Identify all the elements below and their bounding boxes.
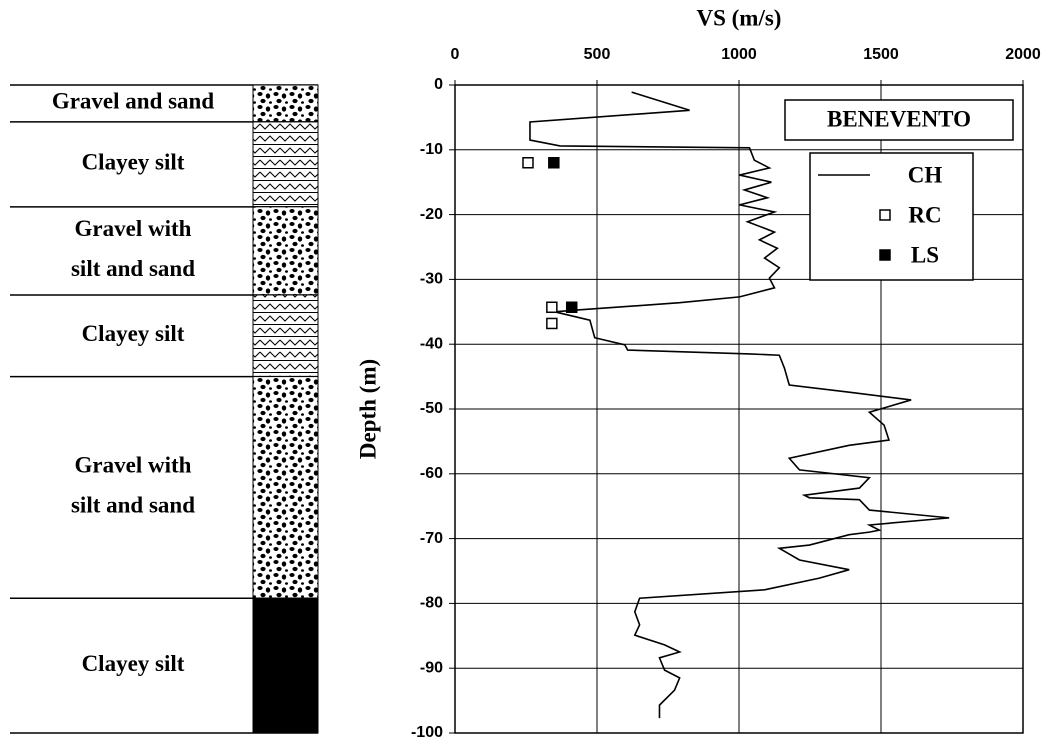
y-axis-label: Depth (m) <box>355 359 380 459</box>
soil-layer <box>253 207 318 295</box>
marker <box>547 318 557 328</box>
y-tick-label: -100 <box>411 724 443 741</box>
y-tick-label: -20 <box>420 206 443 223</box>
y-tick-label: -50 <box>420 400 443 417</box>
legend-label: LS <box>911 242 939 267</box>
soil-layer <box>253 122 318 207</box>
figure: Gravel and sand Clayey silt Gravel with sil… <box>0 0 1055 743</box>
layer-label: silt and sand <box>71 493 195 518</box>
y-tick-label: -40 <box>420 335 443 352</box>
y-tick-label: -70 <box>420 530 443 547</box>
y-tick-label: -30 <box>420 271 443 288</box>
legend-marker <box>880 250 890 260</box>
y-tick-label: -80 <box>420 595 443 612</box>
legend-label: RC <box>908 202 941 227</box>
layer-label: Clayey silt <box>82 321 185 346</box>
y-tick-label: -90 <box>420 659 443 676</box>
x-tick-label: 1000 <box>721 46 757 63</box>
legend-marker <box>880 210 890 220</box>
layer-label: silt and sand <box>71 256 195 281</box>
x-tick-label: 0 <box>451 46 460 63</box>
x-tick-label: 2000 <box>1005 46 1041 63</box>
x-axis-label: VS (m/s) <box>697 5 782 30</box>
y-tick-label: -60 <box>420 465 443 482</box>
annotation: BENEVENTO <box>827 106 971 131</box>
soil-layer <box>253 598 318 733</box>
layer-label: Gravel with <box>75 216 192 241</box>
marker <box>549 158 559 168</box>
marker <box>523 158 533 168</box>
marker <box>567 302 577 312</box>
legend-box <box>810 153 973 280</box>
marker <box>547 302 557 312</box>
soil-layer <box>253 85 318 122</box>
layer-label: Gravel with <box>75 453 192 478</box>
layer-label: Clayey silt <box>82 651 185 676</box>
x-tick-label: 1500 <box>863 46 899 63</box>
layer-label: Gravel and sand <box>52 89 215 114</box>
layer-label: Clayey silt <box>82 150 185 175</box>
legend-label: CH <box>908 162 943 187</box>
y-tick-label: 0 <box>434 76 443 93</box>
soil-layer <box>253 377 318 599</box>
y-tick-label: -10 <box>420 141 443 158</box>
soil-layer <box>253 295 318 377</box>
x-tick-label: 500 <box>584 46 611 63</box>
